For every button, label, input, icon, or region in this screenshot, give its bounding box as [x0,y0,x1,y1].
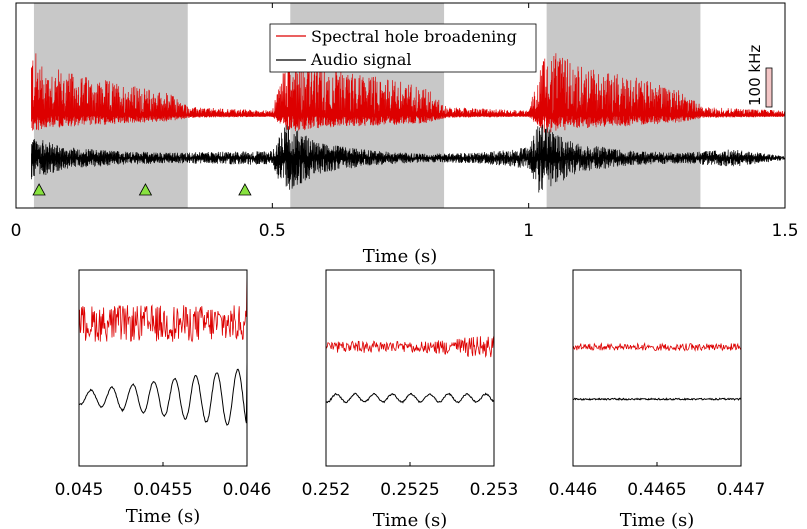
audio-signal-line [31,124,786,193]
zoom-panel-1: 0.045 0.0455 0.046 Time (s) [55,269,272,527]
overview-tick-label: 0.5 [259,221,286,241]
legend: Spectral hole broadening Audio signal [269,23,537,73]
marker-triangle-1 [32,183,46,196]
zoom-1-spectral-line [78,269,248,343]
scale-bar [765,67,773,108]
zoom-2-audio-line [325,392,495,404]
zoom-3-tick-label: 0.4465 [627,480,686,500]
zoom-1-x-axis-label: Time (s) [126,506,201,527]
zoom-2-spectral-line [325,335,495,358]
spectral-hole-broadening-line [31,53,786,133]
zoom-2-tick-label: 0.2525 [380,480,439,500]
legend-box [269,23,537,73]
zoom-3-audio-line [572,397,742,402]
marker-triangles [32,183,252,196]
legend-entry-spectral: Spectral hole broadening [311,27,517,46]
zoom-panel-2: 0.252 0.2525 0.253 Time (s) [302,269,519,529]
zoom-1-x-ticks: 0.045 0.0455 0.046 [55,462,272,500]
zoom-1-tick-label: 0.045 [55,480,104,500]
zoom-3-x-ticks: 0.446 0.4465 0.447 [549,462,766,500]
zoom-3-tick-label: 0.447 [717,480,766,500]
zoom-panel-3: 0.446 0.4465 0.447 Time (s) [549,269,766,529]
overview-x-axis-label: Time (s) [363,246,438,267]
overview-panel: 100 kHz Spectral hole broadening Audio s… [11,2,799,267]
zoom-3-tick-label: 0.446 [549,480,598,500]
zoom-3-axes-box [572,269,742,467]
zoom-2-tick-label: 0.253 [470,480,519,500]
marker-triangle-3 [238,183,252,196]
zoom-3-x-axis-label: Time (s) [620,510,695,529]
marker-triangle-2 [138,183,153,196]
overview-axes-box [15,2,786,209]
zoom-2-x-ticks: 0.252 0.2525 0.253 [302,462,519,500]
scale-bar-label: 100 kHz [746,45,764,106]
zoom-1-tick-label: 0.046 [223,480,272,500]
zoom-1-axes-box [78,269,248,467]
overview-tick-label: 1 [523,221,534,241]
zoom-2-tick-label: 0.252 [302,480,351,500]
zoom-2-axes-box [325,269,495,467]
zoom-1-audio-line [78,362,248,426]
zoom-2-x-axis-label: Time (s) [373,510,448,529]
overview-x-ticks: 0 0.5 1 1.5 [11,3,799,241]
zoom-3-spectral-line [572,342,741,352]
legend-entry-audio: Audio signal [310,50,411,69]
overview-tick-label: 1.5 [771,221,798,241]
zoom-1-tick-label: 0.0455 [133,480,192,500]
overview-tick-label: 0 [11,221,22,241]
